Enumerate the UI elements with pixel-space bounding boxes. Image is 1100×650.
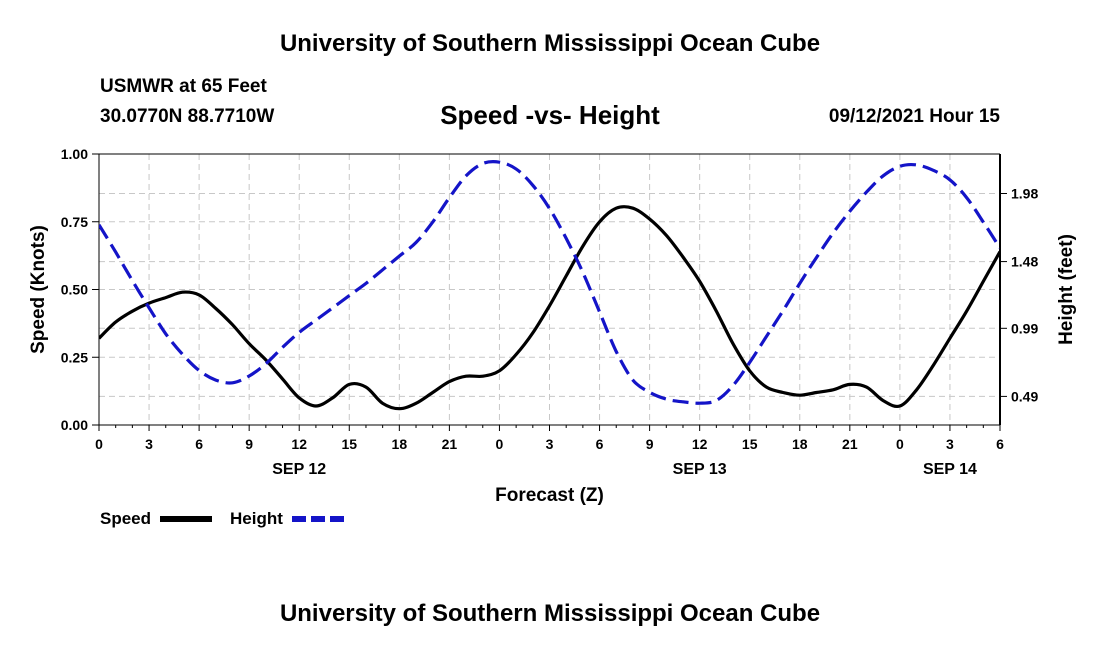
x-tick-label: 0: [95, 436, 103, 452]
legend-speed-label: Speed: [100, 509, 152, 528]
y-left-tick-label: 0.75: [61, 214, 88, 230]
x-tick-label: 6: [996, 436, 1004, 452]
x-tick-label: 0: [896, 436, 904, 452]
y-left-axis-title: Speed (Knots): [28, 225, 49, 354]
chart-subtitle: Speed -vs- Height: [440, 100, 660, 130]
x-tick-label: 15: [341, 436, 357, 452]
x-date-label: SEP 12: [272, 461, 326, 478]
forecast-datetime: 09/12/2021 Hour 15: [828, 106, 1000, 127]
y-right-tick-label: 0.99: [1011, 320, 1038, 336]
station-label: USMWR at 65 Feet: [100, 76, 267, 97]
x-tick-label: 9: [245, 436, 253, 452]
chart-title-bottom: University of Southern Mississippi Ocean…: [279, 600, 821, 627]
x-tick-label: 9: [646, 436, 654, 452]
x-date-label: SEP 13: [673, 461, 727, 478]
x-tick-label: 3: [145, 436, 153, 452]
y-right-axis-title: Height (feet): [1056, 234, 1077, 345]
chart-title-top: University of Southern Mississippi Ocean…: [279, 30, 821, 57]
x-tick-label: 6: [195, 436, 203, 452]
y-right-tick-label: 0.49: [1011, 388, 1038, 404]
y-right-tick-label: 1.98: [1011, 185, 1038, 201]
legend-height-label: Height: [230, 509, 283, 528]
series-line-speed: [99, 205, 1000, 411]
x-tick-label: 3: [946, 436, 954, 452]
y-left-tick-label: 1.00: [61, 146, 88, 162]
y-right-tick-label: 1.48: [1011, 254, 1038, 270]
x-tick-label: 12: [291, 436, 307, 452]
station-coordinates: 30.0770N 88.7710W: [100, 106, 275, 127]
x-tick-label: 6: [596, 436, 604, 452]
x-tick-label: 21: [842, 436, 858, 452]
x-tick-label: 18: [392, 436, 408, 452]
x-tick-label: 18: [792, 436, 808, 452]
y-left-tick-label: 0.00: [61, 417, 88, 433]
x-axis-title: Forecast (Z): [495, 485, 604, 506]
x-tick-label: 3: [546, 436, 554, 452]
x-tick-label: 21: [442, 436, 458, 452]
y-left-tick-label: 0.50: [61, 282, 88, 298]
x-tick-label: 15: [742, 436, 758, 452]
x-date-label: SEP 14: [923, 461, 977, 478]
x-tick-label: 12: [692, 436, 708, 452]
legend-speed-swatch: [160, 516, 212, 522]
y-left-tick-label: 0.25: [61, 349, 88, 365]
legend-height-swatch: [292, 516, 344, 522]
series-line-height: [99, 160, 1000, 405]
x-tick-label: 0: [496, 436, 504, 452]
